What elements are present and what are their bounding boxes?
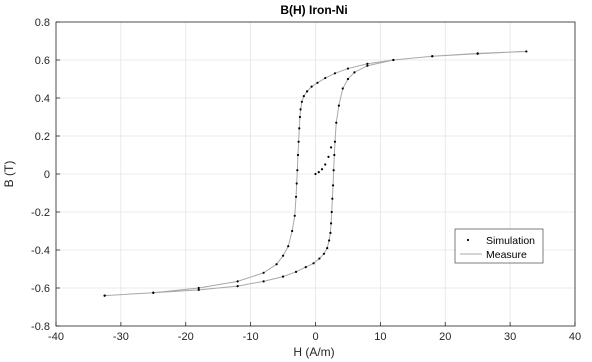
simulation-point bbox=[335, 121, 338, 124]
simulation-point bbox=[281, 254, 285, 257]
chart-title: B(H) Iron-Ni bbox=[280, 3, 347, 17]
simulation-point bbox=[294, 195, 298, 198]
simulation-point bbox=[333, 72, 337, 75]
legend-simulation-label: Simulation bbox=[486, 235, 535, 247]
simulation-point bbox=[326, 247, 329, 250]
simulation-point bbox=[291, 229, 294, 233]
simulation-point bbox=[366, 64, 369, 67]
y-tick-label: -0.6 bbox=[31, 283, 50, 295]
simulation-point bbox=[281, 275, 285, 278]
simulation-point bbox=[341, 87, 344, 90]
y-tick-label: 0.6 bbox=[35, 55, 50, 67]
simulation-point bbox=[236, 280, 239, 283]
x-axis-label: H (A/m) bbox=[293, 345, 334, 359]
simulation-point bbox=[296, 153, 300, 157]
x-tick-label: -30 bbox=[113, 331, 129, 343]
simulation-point bbox=[304, 266, 307, 269]
x-tick-label: 0 bbox=[312, 331, 318, 343]
simulation-point bbox=[262, 271, 265, 274]
x-tick-label: -10 bbox=[243, 331, 259, 343]
x-tick-label: 10 bbox=[374, 331, 386, 343]
simulation-point bbox=[333, 153, 336, 157]
simulation-point bbox=[331, 197, 334, 200]
simulation-point bbox=[317, 171, 320, 174]
simulation-point bbox=[197, 286, 200, 290]
y-tick-label: 0.8 bbox=[35, 17, 50, 29]
x-tick-label: 20 bbox=[439, 331, 451, 343]
simulation-point bbox=[330, 210, 333, 214]
simulation-point bbox=[392, 58, 395, 62]
simulation-point bbox=[302, 95, 305, 98]
simulation-point bbox=[353, 71, 356, 74]
legend-simulation-marker bbox=[466, 238, 470, 242]
simulation-point bbox=[525, 50, 528, 53]
simulation-point bbox=[314, 172, 317, 176]
simulation-point bbox=[236, 285, 239, 288]
simulation-point bbox=[328, 239, 331, 242]
simulation-point bbox=[298, 115, 302, 119]
simulation-point bbox=[476, 52, 479, 55]
x-tick-label: -40 bbox=[48, 331, 64, 343]
simulation-point bbox=[275, 263, 278, 266]
simulation-point bbox=[327, 155, 330, 158]
simulation-point bbox=[333, 140, 337, 143]
simulation-point bbox=[329, 146, 333, 149]
simulation-point bbox=[366, 62, 369, 65]
legend: Simulation Measure bbox=[454, 228, 544, 264]
simulation-point bbox=[329, 222, 333, 225]
y-tick-label: 0 bbox=[44, 169, 50, 181]
simulation-point bbox=[298, 127, 301, 130]
simulation-point bbox=[332, 169, 335, 172]
x-tick-label: 30 bbox=[504, 331, 516, 343]
y-axis-label: B (T) bbox=[2, 161, 16, 188]
y-tick-label: -0.2 bbox=[31, 207, 50, 219]
simulation-point bbox=[324, 163, 327, 166]
simulation-point bbox=[296, 169, 299, 172]
plot-series bbox=[103, 50, 528, 297]
simulation-point bbox=[293, 214, 296, 217]
simulation-point bbox=[316, 81, 319, 84]
simulation-point bbox=[152, 291, 155, 294]
x-tick-label: -20 bbox=[178, 331, 194, 343]
simulation-point bbox=[322, 252, 326, 255]
y-tick-label: 0.4 bbox=[35, 93, 50, 105]
simulation-point bbox=[262, 280, 265, 283]
y-tick-label: -0.4 bbox=[31, 245, 50, 257]
simulation-point bbox=[346, 77, 350, 81]
x-tick-label: 40 bbox=[569, 331, 581, 343]
simulation-point bbox=[299, 108, 302, 111]
simulation-point bbox=[318, 257, 321, 260]
simulation-point bbox=[331, 184, 335, 187]
simulation-point bbox=[320, 168, 324, 171]
simulation-point bbox=[197, 288, 200, 291]
legend-measure-label: Measure bbox=[486, 249, 527, 261]
ticks: -40 -30 -20 -10 0 10 20 30 40 -0.8 -0.6 -0.4 -0.2 0 0.… bbox=[31, 17, 581, 343]
simulation-point bbox=[337, 104, 340, 107]
simulation-point bbox=[431, 55, 434, 58]
simulation-point bbox=[329, 231, 332, 234]
simulation-point bbox=[346, 67, 350, 70]
simulation-point bbox=[300, 100, 303, 103]
simulation-point bbox=[305, 90, 309, 93]
plot-frame bbox=[55, 21, 576, 327]
simulation-point bbox=[287, 245, 290, 248]
y-tick-label: -0.8 bbox=[31, 321, 50, 333]
simulation-point bbox=[312, 262, 315, 265]
legend-box bbox=[454, 228, 544, 264]
simulation-point bbox=[295, 182, 298, 185]
simulation-point bbox=[294, 270, 298, 273]
y-tick-label: 0.2 bbox=[35, 131, 50, 143]
simulation-point bbox=[297, 140, 300, 143]
simulation-point bbox=[324, 76, 327, 80]
simulation-point bbox=[103, 294, 106, 297]
simulation-point bbox=[310, 85, 313, 88]
